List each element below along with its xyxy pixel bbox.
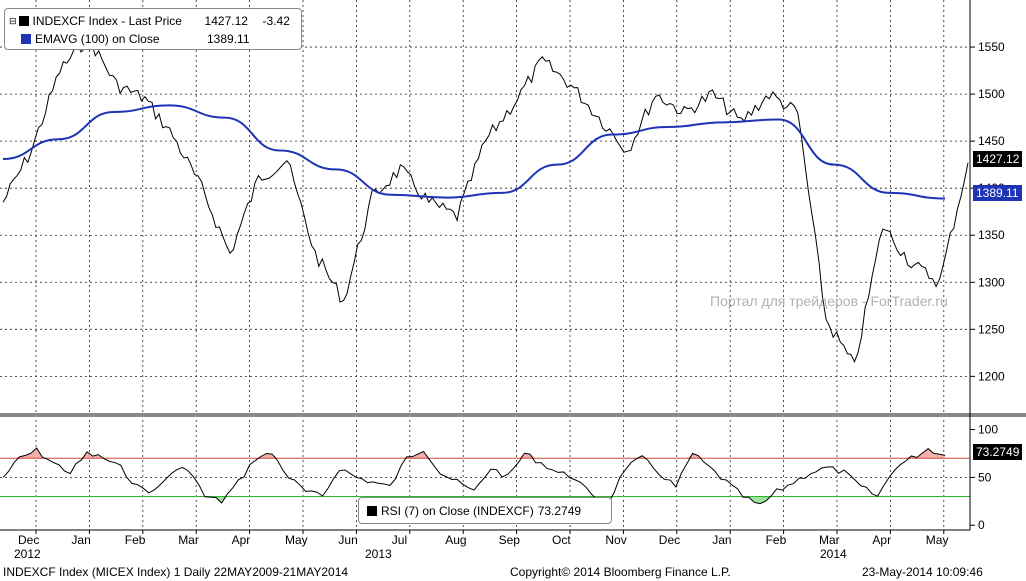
x-tick-label: Apr: [872, 533, 891, 547]
year-label: 2014: [820, 547, 847, 561]
rsi-fill: [14, 448, 945, 504]
footer-right: 23-May-2014 10:09:46: [862, 565, 983, 579]
x-tick-label: Mar: [819, 533, 840, 547]
black-square-icon: [18, 16, 29, 26]
grid: [0, 0, 970, 530]
legend-value-last-price: 1427.12: [204, 14, 248, 28]
legend-item-ema: EMAVG (100) on Close 1389.11: [5, 31, 301, 47]
rsi-overbought-fill: [417, 451, 424, 459]
price-legend: ⊟ INDEXCF Index - Last Price 1427.12 -3.…: [4, 8, 302, 50]
blue-square-icon: [21, 34, 31, 44]
year-label: 2012: [14, 547, 41, 561]
x-tick-label: Feb: [125, 533, 146, 547]
ema-price-tag: 1389.11: [973, 185, 1022, 201]
rsi-oversold-fill: [754, 496, 760, 504]
rsi-overbought-fill: [266, 453, 273, 459]
rsi-value-tag: 73.2749: [973, 444, 1023, 460]
rsi-oversold-fill: [759, 496, 766, 504]
black-square-icon: [367, 505, 377, 516]
x-tick-label: Dec: [659, 533, 680, 547]
rsi-legend: RSI (7) on Close (INDEXCF) 73.2749: [358, 497, 612, 524]
rsi-y-tick-label: 0: [978, 518, 985, 532]
expand-icon[interactable]: ⊟: [9, 15, 17, 26]
rsi-overbought-fill: [687, 453, 693, 459]
panel-separator: [0, 413, 1026, 417]
rsi-overbought-fill: [933, 453, 940, 459]
rsi-overbought-fill: [31, 448, 37, 459]
x-tick-label: May: [285, 533, 308, 547]
ema-series-line: [2, 104, 946, 200]
rsi-y-tick-label: 50: [978, 470, 992, 484]
x-tick-label: Dec: [18, 533, 39, 547]
x-tick-label: Jul: [392, 533, 407, 547]
y-tick-label: 1200: [978, 369, 1005, 383]
x-tick-label: Mar: [178, 533, 199, 547]
y-tick-label: 1450: [978, 134, 1005, 148]
series: [0, 30, 970, 505]
year-label: 2013: [365, 547, 392, 561]
legend-value-ema: 1389.11: [207, 32, 250, 46]
axes: 12001250130013501400145015001550050100De…: [0, 0, 1026, 561]
x-tick-label: Jan: [71, 533, 90, 547]
y-tick-label: 1250: [978, 322, 1005, 336]
rsi-overbought-fill: [922, 448, 929, 459]
x-tick-label: May: [926, 533, 949, 547]
x-tick-label: Feb: [766, 533, 787, 547]
y-tick-label: 1300: [978, 275, 1005, 289]
last-price-tag: 1427.12: [973, 151, 1023, 167]
x-tick-label: Jun: [338, 533, 357, 547]
rsi-series-line: [2, 447, 946, 505]
footer-center: Copyright© 2014 Bloomberg Finance L.P.: [510, 565, 731, 579]
rsi-legend-value: 73.2749: [537, 503, 582, 518]
rsi-y-tick-label: 100: [978, 423, 998, 437]
rsi-overbought-fill: [928, 448, 934, 459]
x-tick-label: Sep: [499, 533, 521, 547]
x-tick-label: Apr: [232, 533, 251, 547]
x-tick-label: Nov: [605, 533, 626, 547]
rsi-overbought-fill: [272, 454, 278, 459]
legend-item-last-price: ⊟ INDEXCF Index - Last Price 1427.12 -3.…: [5, 13, 301, 29]
legend-change-last-price: -3.42: [262, 14, 290, 28]
legend-label-last-price: INDEXCF Index - Last Price: [32, 14, 182, 28]
price-series-line: [2, 30, 969, 363]
legend-label-ema: EMAVG (100) on Close: [35, 32, 160, 46]
y-tick-label: 1550: [978, 40, 1005, 54]
x-tick-label: Oct: [552, 533, 571, 547]
rsi-legend-label: RSI (7) on Close (INDEXCF): [381, 503, 534, 518]
x-tick-label: Aug: [445, 533, 466, 547]
rsi-overbought-fill: [25, 453, 32, 459]
rsi-overbought-fill: [92, 454, 99, 459]
watermark: Портал для трейдеров - ForTrader.ru: [710, 293, 948, 309]
x-tick-label: Jan: [712, 533, 731, 547]
footer-left: INDEXCF Index (MICEX Index) 1 Daily 22MA…: [3, 565, 349, 579]
rsi-overbought-fill: [692, 453, 699, 459]
y-tick-label: 1350: [978, 228, 1005, 242]
y-tick-label: 1500: [978, 87, 1005, 101]
